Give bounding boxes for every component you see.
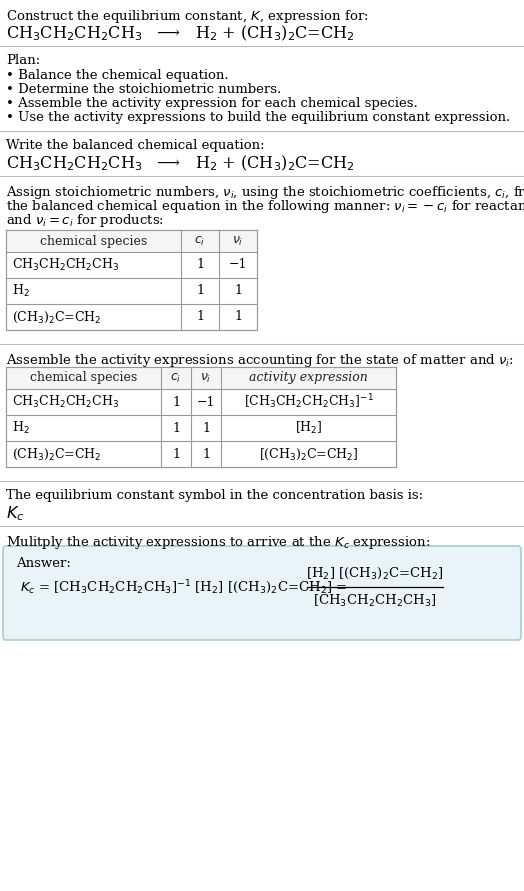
- Text: Mulitply the activity expressions to arrive at the $K_c$ expression:: Mulitply the activity expressions to arr…: [6, 534, 430, 551]
- Text: −1: −1: [196, 396, 215, 408]
- Text: 1: 1: [196, 258, 204, 272]
- Text: • Use the activity expressions to build the equilibrium constant expression.: • Use the activity expressions to build …: [6, 111, 510, 124]
- Text: CH$_3$CH$_2$CH$_2$CH$_3$   ⟶   H$_2$ + (CH$_3$)$_2$C=CH$_2$: CH$_3$CH$_2$CH$_2$CH$_3$ ⟶ H$_2$ + (CH$_…: [6, 154, 355, 174]
- Text: and $\nu_i = c_i$ for products:: and $\nu_i = c_i$ for products:: [6, 212, 164, 229]
- Text: (CH$_3$)$_2$C=CH$_2$: (CH$_3$)$_2$C=CH$_2$: [12, 446, 102, 462]
- Bar: [6, 367, 396, 467]
- Text: (CH$_3$)$_2$C=CH$_2$: (CH$_3$)$_2$C=CH$_2$: [12, 309, 102, 324]
- Text: activity expression: activity expression: [249, 372, 368, 385]
- Text: chemical species: chemical species: [30, 372, 137, 385]
- Text: [H$_2$]: [H$_2$]: [294, 420, 322, 436]
- Text: $c_i$: $c_i$: [194, 234, 205, 248]
- Bar: [6, 230, 257, 252]
- Text: Write the balanced chemical equation:: Write the balanced chemical equation:: [6, 139, 265, 152]
- Text: Assemble the activity expressions accounting for the state of matter and $\nu_i$: Assemble the activity expressions accoun…: [6, 352, 514, 369]
- FancyBboxPatch shape: [3, 546, 521, 640]
- Text: $K_c$ = [CH$_3$CH$_2$CH$_2$CH$_3$]$^{-1}$ [H$_2$] [(CH$_3$)$_2$C=CH$_2$] =: $K_c$ = [CH$_3$CH$_2$CH$_2$CH$_3$]$^{-1}…: [20, 578, 347, 596]
- Text: CH$_3$CH$_2$CH$_2$CH$_3$: CH$_3$CH$_2$CH$_2$CH$_3$: [12, 394, 119, 410]
- Text: [CH$_3$CH$_2$CH$_2$CH$_3$]$^{-1}$: [CH$_3$CH$_2$CH$_2$CH$_3$]$^{-1}$: [244, 393, 374, 412]
- Text: $\nu_i$: $\nu_i$: [232, 234, 244, 248]
- Text: chemical species: chemical species: [40, 234, 147, 248]
- Text: −1: −1: [229, 258, 247, 272]
- Text: Assign stoichiometric numbers, $\nu_i$, using the stoichiometric coefficients, $: Assign stoichiometric numbers, $\nu_i$, …: [6, 184, 524, 201]
- Text: 1: 1: [202, 447, 210, 461]
- Bar: [6, 230, 257, 330]
- Text: • Balance the chemical equation.: • Balance the chemical equation.: [6, 69, 228, 82]
- Text: 1: 1: [172, 421, 180, 435]
- Bar: [6, 367, 396, 389]
- Text: 1: 1: [172, 396, 180, 408]
- Text: [(CH$_3$)$_2$C=CH$_2$]: [(CH$_3$)$_2$C=CH$_2$]: [259, 446, 358, 462]
- Text: CH$_3$CH$_2$CH$_2$CH$_3$: CH$_3$CH$_2$CH$_2$CH$_3$: [12, 257, 119, 273]
- Text: H$_2$: H$_2$: [12, 283, 30, 299]
- Text: 1: 1: [234, 284, 242, 298]
- Text: $c_i$: $c_i$: [170, 372, 182, 385]
- Text: 1: 1: [172, 447, 180, 461]
- Text: • Determine the stoichiometric numbers.: • Determine the stoichiometric numbers.: [6, 83, 281, 96]
- Text: The equilibrium constant symbol in the concentration basis is:: The equilibrium constant symbol in the c…: [6, 489, 423, 502]
- Text: 1: 1: [196, 310, 204, 323]
- Text: $\nu_i$: $\nu_i$: [200, 372, 212, 385]
- Text: Plan:: Plan:: [6, 54, 40, 67]
- Text: 1: 1: [202, 421, 210, 435]
- Text: 1: 1: [234, 310, 242, 323]
- Text: H$_2$: H$_2$: [12, 420, 30, 436]
- Text: [CH$_3$CH$_2$CH$_2$CH$_3$]: [CH$_3$CH$_2$CH$_2$CH$_3$]: [313, 593, 436, 609]
- Text: CH$_3$CH$_2$CH$_2$CH$_3$   ⟶   H$_2$ + (CH$_3$)$_2$C=CH$_2$: CH$_3$CH$_2$CH$_2$CH$_3$ ⟶ H$_2$ + (CH$_…: [6, 24, 355, 44]
- Text: 1: 1: [196, 284, 204, 298]
- Text: [H$_2$] [(CH$_3$)$_2$C=CH$_2$]: [H$_2$] [(CH$_3$)$_2$C=CH$_2$]: [306, 566, 444, 581]
- Text: Answer:: Answer:: [16, 557, 71, 570]
- Text: the balanced chemical equation in the following manner: $\nu_i = -c_i$ for react: the balanced chemical equation in the fo…: [6, 198, 524, 215]
- Text: Construct the equilibrium constant, $K$, expression for:: Construct the equilibrium constant, $K$,…: [6, 8, 369, 25]
- Text: • Assemble the activity expression for each chemical species.: • Assemble the activity expression for e…: [6, 97, 418, 110]
- Text: $K_c$: $K_c$: [6, 504, 25, 523]
